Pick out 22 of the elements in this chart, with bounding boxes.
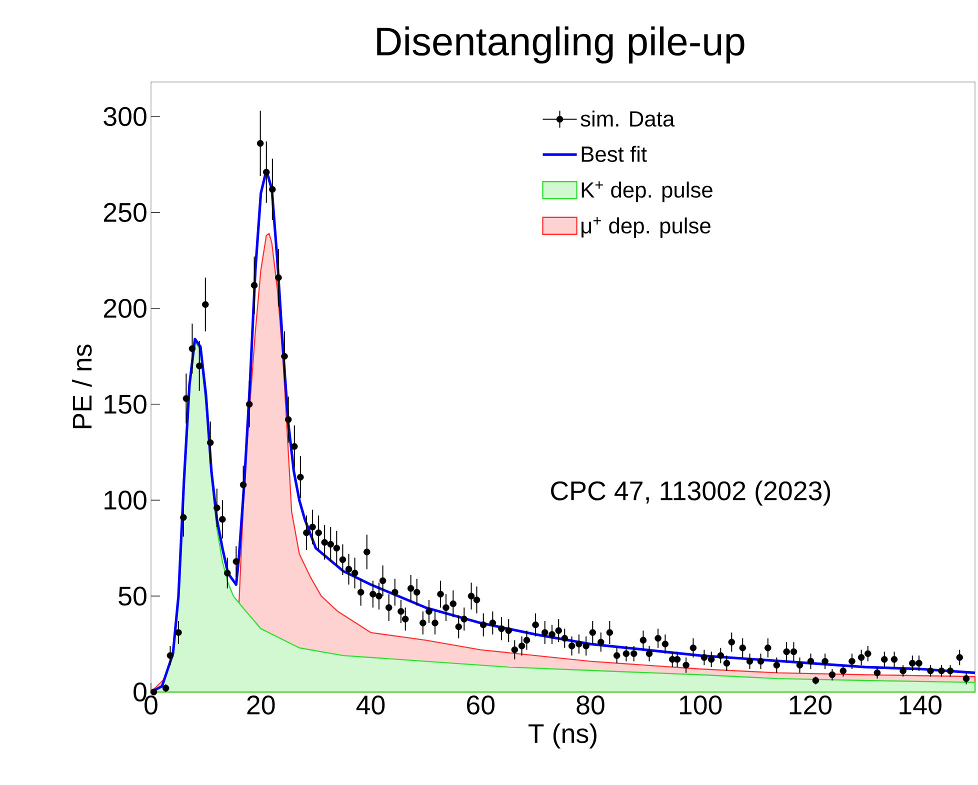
legend-label: μ$^{+}$ dep. pulse [582,216,710,238]
legend-label: Best fit [582,146,647,162]
x-tick-label: 80 [576,696,604,715]
y-tick-label: 150 [104,394,146,414]
x-tick-label: 40 [356,696,385,715]
x-axis-title: T (ns) [528,723,596,748]
x-tick-label: 140 [900,696,942,715]
annotation: CPC 47, 113002 (2023) [551,480,830,506]
y-tick-label: 300 [104,107,146,126]
y-tick-label: 200 [104,298,146,318]
y-axis-title: PE / ns [72,344,92,428]
y-tick-label: 250 [104,202,146,222]
legend-label: K$^{+}$ dep. pulse [582,181,712,202]
x-tick-label: 120 [790,696,832,715]
x-tick-label: 100 [680,696,722,715]
y-tick-label: 100 [104,490,146,510]
legend-label: sim. Data [580,110,675,127]
y-tick-label: 0 [134,682,146,702]
y-tick-label: 50 [118,586,146,606]
x-tick-label: 20 [247,696,275,715]
chart-title: Disentangling pile-up [377,26,744,64]
x-tick-label: 60 [467,696,495,715]
